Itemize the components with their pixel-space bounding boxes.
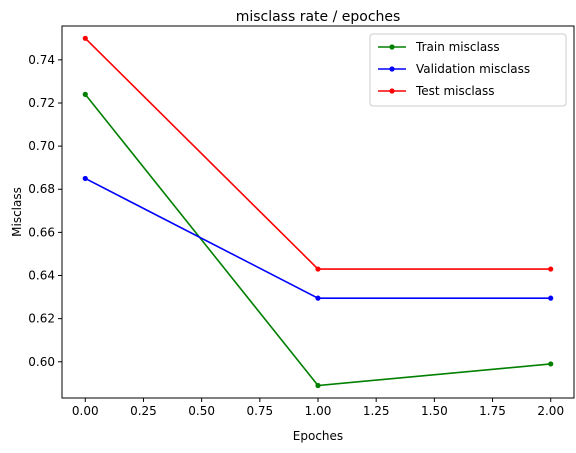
legend-marker: [389, 66, 395, 72]
legend-box: [369, 33, 567, 107]
y-tick-label: 0.66: [28, 225, 55, 239]
legend-label: Test misclass: [415, 84, 495, 98]
series-0-point: [82, 91, 88, 97]
series-0-point: [315, 382, 321, 389]
series-layer: [82, 35, 554, 389]
series-line-0: [84, 93, 551, 387]
series-1-point: [548, 295, 554, 301]
x-axis-label: Epoches: [293, 429, 343, 443]
legend-marker: [389, 88, 395, 94]
x-tick-label: 1.50: [421, 404, 448, 418]
y-axis-label: Misclass: [10, 187, 24, 237]
y-tick-label: 0.72: [28, 96, 55, 110]
legend: Train misclass Validation misclass Test mi…: [369, 33, 567, 107]
series-line-1: [84, 177, 551, 299]
series-2-point: [82, 35, 88, 41]
series-1-point: [82, 175, 88, 182]
x-tick-label: 1.00: [305, 404, 332, 418]
x-tick-label: 2.00: [537, 404, 564, 418]
x-tick-label: 1.75: [479, 404, 506, 418]
x-tick-label: 0.25: [130, 404, 157, 418]
y-tick-label: 0.74: [28, 53, 55, 67]
legend-marker: [389, 44, 395, 50]
x-tick-label: 0.50: [188, 404, 215, 418]
series-0-point: [548, 361, 554, 367]
x-tick-label: 0.00: [72, 404, 99, 418]
chart-title: misclass rate / epoches: [236, 9, 401, 25]
y-axis: 0.60 0.62 0.64 0.66 0.68 0.70 0.72 0.74: [28, 53, 62, 369]
y-tick-label: 0.68: [28, 182, 55, 196]
series-1-point: [315, 295, 321, 301]
series-2-point: [315, 266, 321, 272]
y-tick-label: 0.62: [28, 312, 55, 326]
x-axis: 0.00 0.25 0.50 0.75 1.00 1.25 1.50 1.75 2.00: [72, 398, 564, 418]
y-tick-label: 0.70: [28, 139, 55, 153]
y-tick-label: 0.60: [28, 355, 55, 369]
x-tick-label: 1.25: [363, 404, 390, 418]
series-2-point: [548, 266, 554, 272]
y-tick-label: 0.64: [28, 269, 55, 283]
legend-label: Train misclass: [415, 40, 500, 54]
legend-label: Validation misclass: [416, 62, 530, 76]
x-tick-label: 0.75: [246, 404, 273, 418]
